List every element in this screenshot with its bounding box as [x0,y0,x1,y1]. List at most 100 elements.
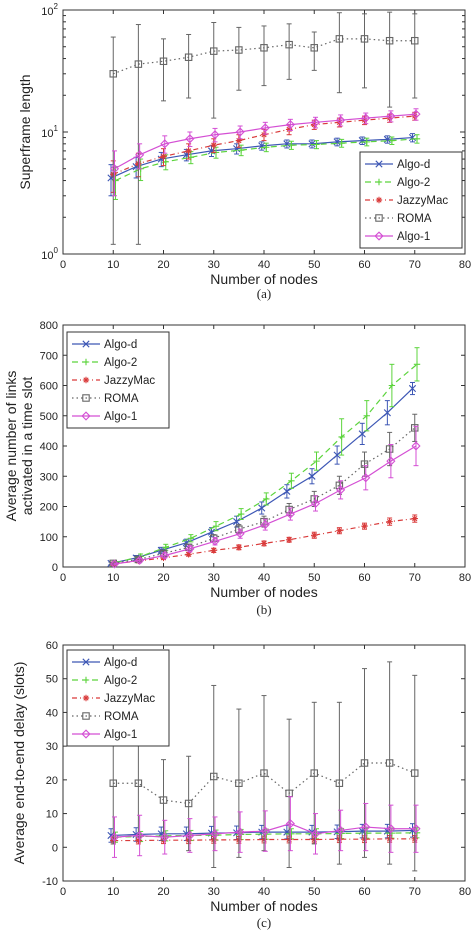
data-point [160,550,170,561]
y-tick-label: -10 [42,876,58,888]
y-tick-label: 100 [41,246,58,262]
legend-label: Algo-2 [104,357,137,369]
data-point [235,779,243,787]
data-point [311,532,318,539]
y-axis-label: Superframe length [17,74,33,189]
x-tick-label: 80 [459,886,471,898]
series-algo-1 [109,425,421,569]
data-point [285,505,293,514]
data-point [313,457,320,465]
legend-marker [374,231,384,241]
legend-label: Algo-1 [104,411,137,423]
legend-marker [81,729,91,739]
data-point [411,109,421,119]
data-point [109,559,120,569]
data-point [212,522,220,530]
x-tick-label: 30 [208,572,220,584]
data-point [361,822,371,832]
x-tick-label: 40 [258,259,270,271]
data-point [313,141,320,148]
series-line [114,445,417,565]
data-point [210,547,217,554]
data-point [408,384,417,393]
data-point [288,141,295,149]
legend-marker [375,196,383,204]
data-point [159,796,168,804]
x-tick-label: 50 [308,572,320,584]
data-point [260,826,270,836]
series-algo-2 [112,347,421,566]
data-point [263,495,270,503]
series-algo-1 [109,796,421,858]
legend-marker [82,694,90,702]
data-point [385,36,394,45]
legend: Algo-d Algo-2 JazzyMac ROMA Algo-1 [66,649,170,747]
x-tick-label: 60 [358,572,370,584]
series-roma [109,11,419,245]
legend-marker [81,411,91,421]
data-point [260,520,270,530]
data-point [338,139,345,147]
legend-marker [82,658,90,666]
data-point [185,134,195,144]
data-point [413,361,421,368]
x-tick-label: 20 [157,572,169,584]
data-point [185,147,192,155]
x-tick-label: 20 [157,886,169,898]
x-tick-label: 70 [409,259,421,271]
data-point [285,536,293,543]
x-axis-label: Number of nodes [210,584,317,600]
legend-marker [375,214,383,222]
legend-label: Algo-d [397,159,430,171]
data-point [360,759,369,767]
legend-label: Algo-1 [104,729,137,741]
legend-marker [82,394,90,402]
legend-label: ROMA [104,393,139,405]
x-tick-label: 30 [208,886,220,898]
x-tick-label: 10 [107,572,119,584]
data-point [285,126,293,133]
legend-label: JazzyMac [104,375,155,387]
legend-marker [82,712,90,720]
legend-label: Algo-2 [397,177,430,189]
y-tick-label: 100 [40,532,58,544]
chart-a: 0 10 20 30 40 50 60 70 80 100 101 102 Number of node… [17,2,471,301]
data-point [338,433,345,441]
data-point [385,759,394,767]
data-point [411,824,421,834]
data-point [134,60,143,68]
x-axis-label: Number of nodes [210,271,317,287]
data-point [135,150,145,160]
data-point [285,40,293,49]
data-point [310,44,318,52]
data-point [363,412,370,419]
data-point [360,35,369,43]
data-point [258,504,266,512]
y-tick-label: 40 [46,707,58,719]
data-point [386,456,396,466]
data-point [210,141,217,149]
data-point [235,137,243,144]
data-point [185,544,195,554]
data-point [184,799,193,808]
data-point [358,430,366,438]
data-point [210,130,220,140]
data-point [308,140,316,148]
data-point [385,445,394,453]
x-tick-label: 40 [258,886,270,898]
data-point [134,779,143,787]
legend-marker [82,340,90,348]
x-tick-label: 70 [409,886,421,898]
x-tick-label: 70 [409,572,421,584]
data-point [109,779,118,787]
x-tick-label: 80 [459,259,471,271]
data-point [162,544,169,551]
data-point [335,481,344,490]
data-point [184,53,193,61]
series-line [113,38,415,75]
legend-marker [82,358,90,366]
y-tick-label: 500 [40,411,58,423]
chart-b: 0 10 20 30 40 50 60 70 8001002003004005006007008… [3,320,471,617]
y-tick-label: 0 [52,562,58,574]
